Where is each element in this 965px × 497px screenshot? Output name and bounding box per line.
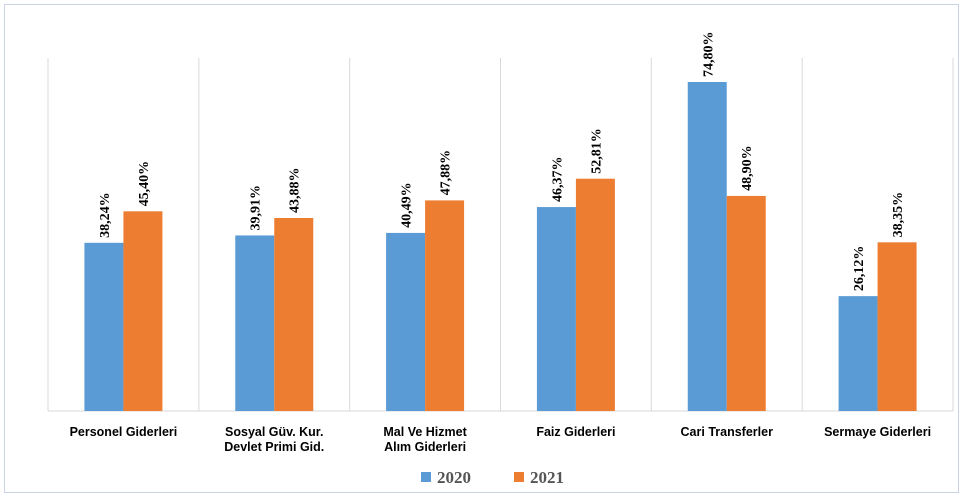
data-labels: 38,24% 45,40% 39,91% 43,88% 40,49% 47,88% 46,3…: [98, 32, 906, 292]
bar-2020: [687, 82, 727, 411]
category-label: Sermaye Giderleri: [824, 425, 931, 439]
bar-2020: [536, 207, 576, 411]
bar-2021: [726, 195, 766, 411]
bar-2021: [575, 178, 615, 411]
legend-swatch-2020: [421, 472, 431, 482]
bar-2021: [425, 200, 465, 411]
data-label: 45,40%: [137, 161, 152, 207]
category-label: Alım Giderleri: [384, 440, 466, 454]
data-label: 47,88%: [439, 150, 454, 196]
bar-2021: [123, 211, 163, 411]
legend-swatch-2021: [514, 472, 524, 482]
data-label: 52,81%: [589, 128, 604, 174]
legend-label-2021: 2021: [530, 468, 564, 487]
bar-2021: [274, 217, 314, 411]
data-label: 74,80%: [701, 32, 716, 78]
data-label: 26,12%: [852, 246, 867, 292]
data-label: 43,88%: [288, 167, 303, 213]
bar-2020: [235, 235, 275, 411]
category-label: Mal Ve Hizmet: [383, 425, 467, 439]
bar-2021: [877, 242, 917, 411]
category-label: Devlet Primi Gid.: [224, 440, 324, 454]
grid-lines: [47, 58, 954, 412]
bar-2020: [386, 232, 426, 411]
data-label: 38,35%: [891, 192, 906, 238]
data-label: 46,37%: [550, 157, 565, 203]
legend-label-2020: 2020: [437, 468, 471, 487]
category-labels: Personel Giderleri Sosyal Güv. Kur.Devlet…: [70, 425, 932, 454]
category-label: Personel Giderleri: [70, 425, 178, 439]
bar-2020: [838, 296, 878, 411]
data-label: 38,24%: [98, 192, 113, 237]
category-label: Sosyal Güv. Kur.: [225, 425, 323, 439]
data-label: 40,49%: [400, 182, 415, 228]
data-label: 39,91%: [249, 185, 264, 231]
data-label: 48,90%: [740, 145, 755, 191]
category-label: Faiz Giderleri: [536, 425, 615, 439]
bar-2020: [84, 242, 124, 411]
bars: [84, 82, 917, 411]
legend: 2020 2021: [421, 468, 564, 487]
category-label: Cari Transferler: [681, 425, 774, 439]
